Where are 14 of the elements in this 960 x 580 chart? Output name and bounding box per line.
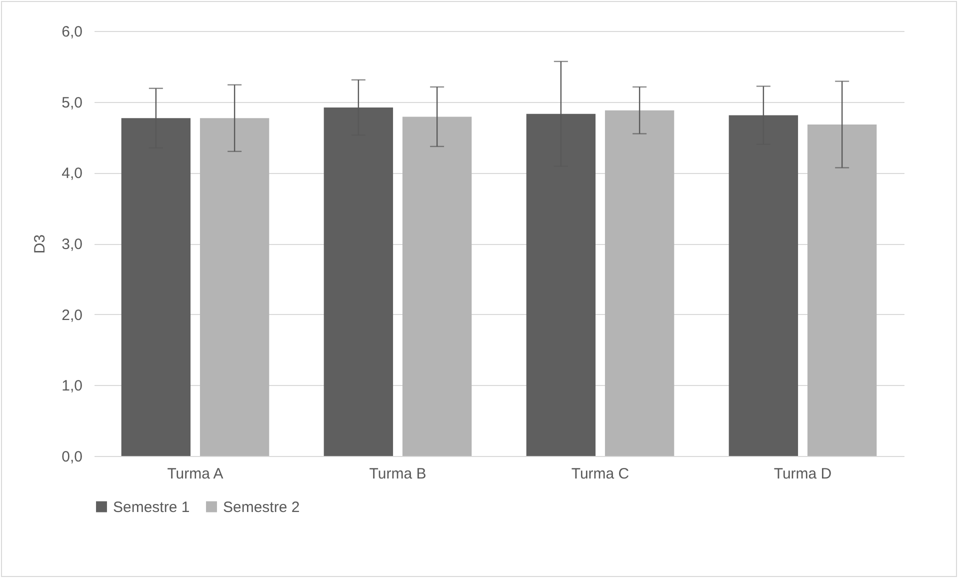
y-tick-label: 2,0: [62, 306, 82, 324]
x-tick-label: Turma B: [369, 466, 426, 482]
y-tick-label: 5,0: [62, 94, 82, 112]
legend-label: Semestre 1: [113, 498, 190, 516]
x-tick-label: Turma D: [774, 466, 832, 482]
y-tick-label: 1,0: [62, 378, 82, 395]
y-tick-label: 4,0: [62, 165, 82, 182]
y-tick-label: 3,0: [62, 236, 82, 253]
x-tick-label: Turma A: [167, 466, 224, 482]
y-axis-title: D3: [32, 234, 49, 254]
x-tick-label: Turma C: [571, 466, 630, 482]
y-tick-label: 0,0: [62, 448, 82, 466]
legend-label: Semestre 2: [223, 498, 300, 516]
y-tick-label: 6,0: [62, 24, 82, 40]
